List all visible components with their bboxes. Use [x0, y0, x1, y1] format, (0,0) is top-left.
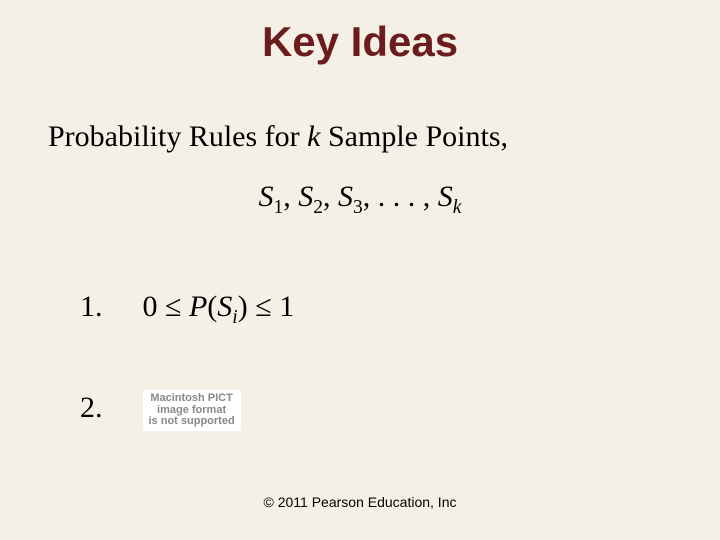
- subheading-post: Sample Points,: [320, 120, 508, 153]
- seq-s2-s: S: [298, 180, 313, 213]
- pict-unsupported-icon: Macintosh PICT image format is not suppo…: [143, 390, 241, 431]
- seq-sk-s: S: [438, 180, 453, 213]
- copyright-notice: © 2011 Pearson Education, Inc: [0, 494, 720, 510]
- pict-line-2: image format: [157, 404, 226, 416]
- rule-1-le2: ≤: [255, 290, 279, 323]
- slide-title: Key Ideas: [0, 18, 720, 66]
- pict-line-1: Macintosh PICT: [150, 392, 233, 404]
- rule-2-number: 2.: [80, 391, 135, 425]
- seq-s1-sub: 1: [274, 197, 284, 218]
- slide: Key Ideas Probability Rules for k Sample…: [0, 0, 720, 540]
- seq-s3-s: S: [338, 180, 353, 213]
- rule-1-open: (: [207, 290, 217, 323]
- seq-s1-s: S: [259, 180, 274, 213]
- seq-s2-sub: 2: [313, 197, 323, 218]
- rule-1-one: 1: [279, 290, 294, 323]
- seq-comma-1: ,: [283, 180, 298, 213]
- rule-1-P: P: [189, 290, 207, 323]
- rule-1-number: 1.: [80, 290, 135, 324]
- rule-1: 1. 0 ≤ P(Si) ≤ 1: [80, 290, 294, 329]
- rule-1-zero: 0: [143, 290, 166, 323]
- pict-line-3: is not supported: [149, 415, 235, 427]
- subheading-pre: Probability Rules for: [48, 120, 307, 153]
- rule-1-le1: ≤: [165, 290, 189, 323]
- seq-dots: , . . . ,: [363, 180, 438, 213]
- seq-comma-2: ,: [323, 180, 338, 213]
- sample-points-sequence: S1, S2, S3, . . . , Sk: [0, 180, 720, 219]
- rule-1-S: S: [217, 290, 232, 323]
- rule-2: 2. Macintosh PICT image format is not su…: [80, 390, 241, 431]
- seq-s3-sub: 3: [353, 197, 363, 218]
- subheading: Probability Rules for k Sample Points,: [48, 120, 508, 154]
- subheading-k: k: [307, 120, 320, 153]
- seq-sk-sub: k: [453, 197, 462, 218]
- rule-1-close: ): [238, 290, 256, 323]
